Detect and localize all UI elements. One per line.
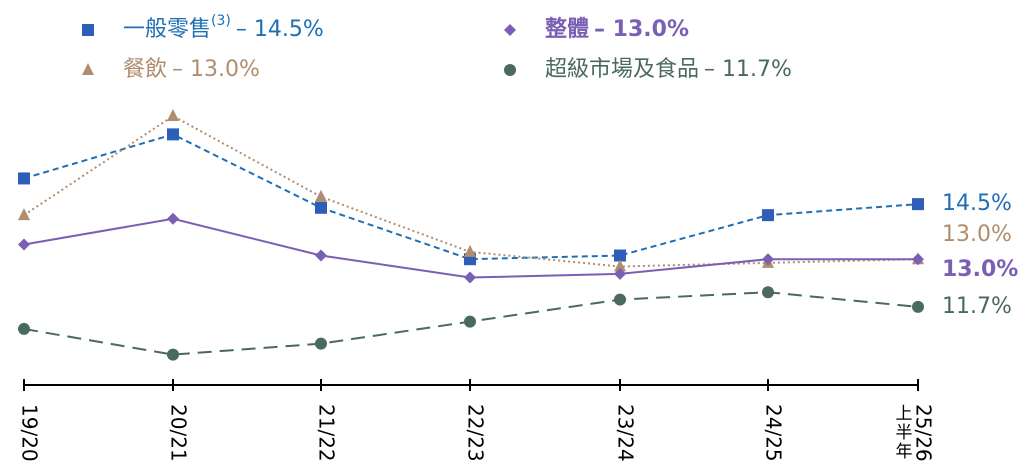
marker xyxy=(614,267,626,280)
line xyxy=(23,133,919,261)
legend-name: 整體 xyxy=(545,16,589,42)
legend-value: – 14.5% xyxy=(236,17,324,42)
marker xyxy=(464,271,476,284)
x-tick-note: 上半年 xyxy=(896,404,913,462)
marker xyxy=(18,238,30,251)
x-tick-label: 22/23 xyxy=(464,404,488,462)
marker xyxy=(614,259,626,272)
marker xyxy=(614,249,626,262)
legend-entry: 超級市場及食品 – 11.7% xyxy=(545,57,792,82)
marker xyxy=(504,64,516,76)
legend-value: – 13.0% xyxy=(594,17,689,42)
marker xyxy=(167,128,179,141)
marker xyxy=(82,24,94,36)
marker xyxy=(464,244,476,257)
marker xyxy=(315,201,327,214)
value-label: 13.0% xyxy=(942,222,1012,247)
x-tick-label: 19/20 xyxy=(18,404,42,462)
x-tick-label: 23/24 xyxy=(614,404,638,462)
marker xyxy=(614,293,626,306)
legend-entry: 整體 – 13.0% xyxy=(545,16,689,42)
value-label: 14.5% xyxy=(942,191,1012,216)
marker xyxy=(18,208,30,221)
marker xyxy=(912,198,924,211)
marker xyxy=(762,209,774,222)
x-tick-label: 25/26 xyxy=(912,404,936,462)
x-tick-label: 21/22 xyxy=(315,404,339,462)
legend-entry: 餐飲 – 13.0% xyxy=(123,57,260,82)
marker xyxy=(167,109,179,122)
legend-note: (3) xyxy=(211,13,231,29)
marker xyxy=(315,337,327,350)
marker xyxy=(315,189,327,202)
marker xyxy=(167,212,179,225)
legend-entry: 一般零售(3) – 14.5% xyxy=(123,13,324,42)
marker xyxy=(912,253,924,266)
value-label: 11.7% xyxy=(942,294,1012,319)
x-tick-label: 24/25 xyxy=(762,404,786,462)
marker xyxy=(315,249,327,262)
x-tick-label: 20/21 xyxy=(167,404,191,462)
legend-name: 超級市場及食品 xyxy=(545,57,699,82)
marker xyxy=(18,322,30,335)
marker xyxy=(912,300,924,313)
marker xyxy=(167,348,179,361)
marker xyxy=(82,63,94,75)
value-label: 13.0% xyxy=(942,257,1018,282)
legend-name: 一般零售 xyxy=(123,17,211,42)
marker xyxy=(504,24,516,36)
marker xyxy=(762,286,774,299)
legend-value: – 11.7% xyxy=(704,57,792,82)
legend-value: – 13.0% xyxy=(172,57,260,82)
marker xyxy=(762,253,774,266)
marker xyxy=(464,315,476,328)
line xyxy=(23,114,919,268)
marker xyxy=(18,172,30,185)
legend-name: 餐飲 xyxy=(123,57,167,82)
